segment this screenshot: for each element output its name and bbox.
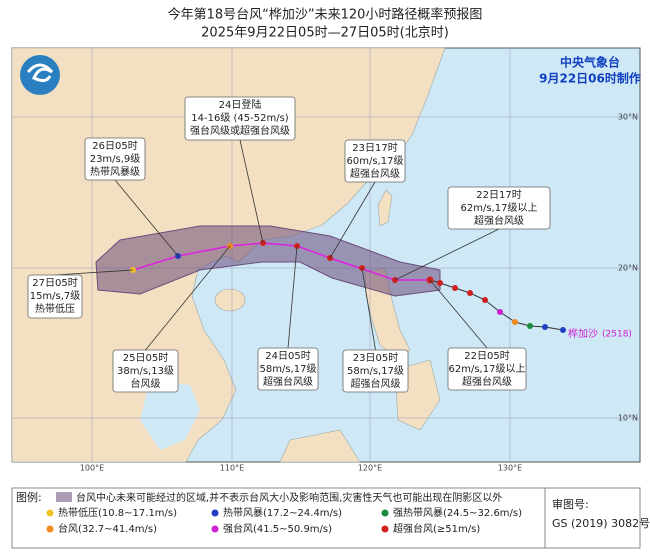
annotation-text: 25日05时	[123, 352, 168, 364]
annotation-text: 27日05时	[32, 277, 77, 289]
annotation-box	[257, 347, 319, 391]
forecast-track	[132, 242, 430, 281]
legend-dot	[46, 525, 54, 533]
storm-name: 桦加沙	[568, 327, 598, 340]
annotation-text: 14-16级 (45-52m/s)	[191, 112, 289, 124]
annotation-text: 23日17时	[352, 142, 397, 154]
lat-label: 30°N	[618, 113, 638, 122]
annotation-text: 24日05时	[265, 350, 310, 362]
annotation-text: 台风级	[131, 377, 161, 390]
subtitle: 2025年9月22日05时—27日05时(北京时)	[201, 26, 449, 41]
leader-line	[287, 245, 298, 349]
logo-mark	[26, 63, 54, 83]
legend-dot	[381, 525, 389, 533]
legend-heading: 图例:	[16, 490, 42, 504]
annotation-text: 热带低压	[35, 302, 75, 315]
annotation-box	[342, 349, 409, 393]
lon-label: 130°E	[498, 464, 522, 473]
leader-line	[54, 269, 134, 276]
legend-item: 热带低压(10.8~17.1m/s)	[58, 506, 177, 519]
legend-cone-swatch	[56, 492, 72, 502]
annotation-text: 23日05时	[353, 352, 398, 364]
borneo	[279, 429, 361, 463]
annotation-text: 超强台风级	[263, 375, 313, 388]
annotation-box	[184, 96, 296, 141]
lon-label: 100°E	[80, 464, 104, 473]
annotation-text: 24日登陆	[219, 98, 262, 111]
annotation-text: 超强台风级	[350, 167, 400, 180]
annotation-text: 热带风暴级	[90, 165, 140, 178]
annotation-box	[112, 349, 179, 393]
legend-item: 强热带风暴(24.5~32.6m/s)	[393, 506, 522, 519]
taiwan	[377, 189, 393, 227]
leader-line	[145, 245, 231, 351]
approval-number: GS (2019) 3082号	[552, 517, 650, 530]
annotation-box	[447, 347, 527, 391]
legend-item: 台风(32.7~41.4m/s)	[58, 522, 157, 535]
annotation-text: 26日05时	[92, 140, 137, 152]
annotation-text: 62m/s,17级以上	[461, 202, 538, 214]
legend-dot	[46, 509, 54, 517]
annotation-text: 60m/s,17级	[347, 155, 404, 167]
legend-box	[11, 487, 641, 549]
annotation-text: 58m/s,17级	[260, 363, 317, 375]
annotation-text: 超强台风级	[351, 377, 401, 390]
issued-time: 9月22日06时制作	[539, 71, 641, 86]
approval-label: 审图号:	[552, 497, 589, 511]
annotation-text: 超强台风级	[462, 375, 512, 388]
hainan	[214, 288, 246, 312]
agency: 中央气象台	[560, 55, 620, 70]
annotation-box	[84, 137, 146, 181]
lon-label: 120°E	[358, 464, 382, 473]
leader-line	[429, 279, 488, 349]
legend-dot	[211, 509, 219, 517]
past-track	[429, 279, 564, 331]
annotation-text: 23m/s,9级	[90, 153, 141, 165]
lat-label: 20°N	[618, 264, 638, 273]
annotation-box	[344, 139, 406, 183]
legend-cone-note: 台风中心未来可能经过的区域,并不表示台风大小及影响范围,灾害性天气也可能出现在阴…	[76, 491, 502, 504]
gulf	[140, 380, 200, 450]
annotation-text: 58m/s,17级	[347, 365, 404, 377]
storm-id: (2518)	[602, 330, 632, 340]
leader-line	[114, 179, 179, 257]
annotation-text: 22日05时	[464, 350, 509, 362]
leader-line	[239, 139, 264, 244]
legend-item: 超强台风(≥51m/s)	[393, 522, 480, 535]
legend-dot	[211, 525, 219, 533]
annotation-text: 22日17时	[476, 189, 521, 201]
annotation-text: 15m/s,7级	[30, 290, 81, 302]
annotation-text: 38m/s,13级	[117, 365, 174, 377]
legend-dot	[381, 509, 389, 517]
annotation-text: 强台风级或超强台风级	[190, 124, 290, 137]
annotation-box	[27, 274, 83, 319]
legend-item: 强台风(41.5~50.9m/s)	[223, 522, 332, 535]
probability-cone	[95, 225, 441, 297]
leader-line	[329, 181, 376, 259]
annotation-box	[447, 186, 551, 230]
legend-item: 热带风暴(17.2~24.4m/s)	[223, 506, 342, 519]
lat-label: 10°N	[618, 414, 638, 423]
annotation-text: 超强台风级	[474, 214, 524, 227]
leader-line	[394, 228, 500, 281]
lon-label: 110°E	[220, 464, 244, 473]
logo	[20, 55, 60, 95]
annotation-text: 62m/s,17级以上	[449, 363, 526, 375]
leader-line	[361, 267, 376, 351]
title: 今年第18号台风“桦加沙”未来120小时路径概率预报图	[168, 7, 483, 23]
